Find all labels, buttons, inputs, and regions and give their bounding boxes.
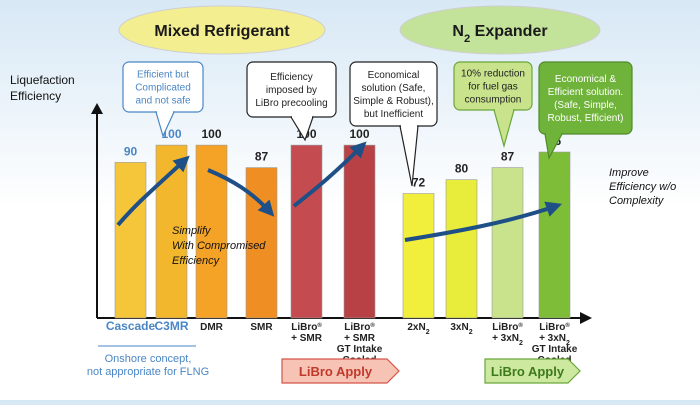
bar-value-label: 80 [455,162,469,176]
category-label: Cascade [106,319,156,333]
bar-libro-4 [290,144,323,319]
callout-text-line: 10% reduction [461,69,525,80]
callout-text-line: Efficient but [137,70,189,81]
libro-apply-label: LiBro Apply [491,364,565,379]
bar-cascade-0 [114,162,147,319]
bar-value-label: 87 [501,150,515,164]
category-label: LiBro® [492,322,523,333]
simplify-annotation-line: With Compromised [172,240,266,252]
callout-text-line: consumption [465,95,522,106]
callout-box [538,61,633,135]
category-label: DMR [200,322,224,333]
bar-2xn2-6 [402,193,435,319]
category-label: LiBro® [291,322,322,333]
x-axis-arrowhead [580,312,592,324]
simplify-annotation-line: Simplify [172,225,212,237]
group-title: N2 Expander [452,23,547,45]
trend-arrow-cascade-to-c3mr [116,155,190,227]
bar-libro-9 [538,151,571,319]
trend-arrow-libro-smr [292,141,367,208]
bar-value-label: 100 [161,127,181,141]
callout-text-line: and not safe [135,96,190,107]
bar-value-label: 100 [201,127,221,141]
group-title-ellipse [118,5,326,55]
bar-libro-8 [491,167,524,319]
category-label: C3MR [154,319,188,333]
category-label: LiBro® [344,322,375,333]
libro-apply-arrow [484,358,581,384]
category-label: LiBro® [539,322,570,333]
y-axis-label-line1: Liquefaction [10,73,75,87]
category-label: + 3xN2 [539,333,570,347]
callout-box [349,61,438,127]
callout-text-line: Simple & Robust), [353,96,434,107]
bar-value-label: 72 [412,176,426,190]
bar-3xn2-7 [445,179,478,319]
category-label: + 3xN2 [492,333,523,347]
callout-text-line: Efficiency [270,72,313,83]
category-label: GT Intake [337,344,383,355]
category-label: 2xN2 [407,322,429,336]
y-axis-label-line2: Efficiency [10,89,61,103]
callout-text-line: but Inefficient [364,109,424,120]
callout-text-line: Economical [368,70,420,81]
onshore-note-line2: not appropriate for FLNG [87,366,209,378]
improve-annotation-line: Complexity [609,195,665,207]
category-label: GT Intake [532,344,578,355]
callout-text-line: for fuel gas [468,82,517,93]
callout-text-line: Robust, Efficient) [548,113,624,124]
callout-text-line: (Safe, Simple, [554,100,617,111]
bar-value-label: 87 [255,150,269,164]
libro-apply-label: LiBro Apply [299,364,373,379]
callout-text-line: imposed by [266,85,317,96]
callout-box [453,61,533,111]
callout-text-line: Complicated [135,83,191,94]
category-label: + SMR [291,333,323,344]
simplify-annotation-line: Efficiency [172,255,221,267]
group-title-ellipse [399,5,601,55]
category-label: 3xN2 [450,322,472,336]
callout-text-line: Efficient solution. [548,87,623,98]
bar-value-label: 100 [349,127,369,141]
libro-apply-arrow [281,358,400,384]
y-axis-arrowhead [91,103,103,114]
onshore-note-line1: Onshore concept, [105,353,192,365]
trend-arrow-n2-expander [404,201,563,242]
group-title: Mixed Refrigerant [154,23,290,40]
callout-text-line: Economical & [555,74,616,85]
callout-tail [493,109,515,149]
improve-annotation-line: Efficiency w/o [609,181,676,193]
bar-libro-5 [343,144,376,319]
category-label: SMR [250,322,273,333]
callout-text-line: solution (Safe, [362,83,426,94]
improve-annotation-line: Improve [609,167,649,179]
bar-dmr-2 [195,144,228,319]
bar-value-label: 90 [124,144,138,158]
callout-text-line: LiBro precooling [255,98,327,109]
category-label: + SMR [344,333,376,344]
trend-arrow-down-to-smr [207,168,275,217]
